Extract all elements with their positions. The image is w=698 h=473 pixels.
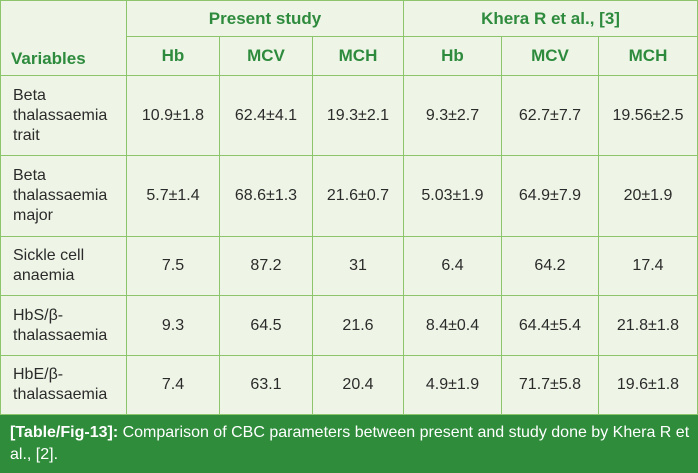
subheader-mch: MCH	[598, 36, 698, 76]
row-label-line: major	[13, 207, 54, 224]
subheader-hb: Hb	[403, 36, 502, 76]
table-row: HbE/β- thalassaemia 7.4 63.1 20.4 4.9±1.…	[0, 355, 698, 415]
table-row: HbS/β- thalassaemia 9.3 64.5 21.6 8.4±0.…	[0, 295, 698, 356]
cell-hb: 5.03±1.9	[403, 155, 502, 237]
row-label: Beta thalassaemia major	[0, 155, 127, 237]
row-label-line: thalassaemia	[13, 106, 108, 124]
group-header-present-study: Present study	[126, 0, 404, 37]
cell-mcv: 71.7±5.8	[501, 355, 599, 415]
row-label-line: trait	[13, 126, 40, 144]
cell-mcv: 68.6±1.3	[219, 155, 313, 237]
cell-mch: 19.3±2.1	[312, 75, 404, 156]
cell-mch: 31	[312, 236, 404, 296]
cell-mcv: 62.4±4.1	[219, 75, 313, 156]
cell-hb: 7.4	[126, 355, 220, 415]
caption-tag: [Table/Fig-13]:	[10, 424, 119, 441]
cell-mch: 20.4	[312, 355, 404, 415]
cell-mch: 19.56±2.5	[598, 75, 698, 156]
cell-hb: 5.7±1.4	[126, 155, 220, 237]
subheader-mch: MCH	[312, 36, 404, 76]
group-header-row: Variables Present study Khera R et al., …	[0, 0, 698, 76]
table-caption: [Table/Fig-13]: Comparison of CBC parame…	[0, 415, 698, 473]
cell-mch: 19.6±1.8	[598, 355, 698, 415]
cbc-comparison-table: Variables Present study Khera R et al., …	[0, 0, 698, 415]
cell-hb: 6.4	[403, 236, 502, 296]
variables-header: Variables	[0, 0, 127, 76]
table-row: Sickle cell anaemia 7.5 87.2 31 6.4 64.2…	[0, 236, 698, 296]
cell-mcv: 63.1	[219, 355, 313, 415]
subheader-hb: Hb	[126, 36, 220, 76]
cell-hb: 7.5	[126, 236, 220, 296]
row-label-line: HbS/β-	[13, 306, 64, 324]
row-label-line: anaemia	[13, 267, 75, 284]
cell-hb: 9.3	[126, 295, 220, 356]
row-label: HbE/β- thalassaemia	[0, 355, 127, 415]
subheader-mcv: MCV	[219, 36, 313, 76]
cell-hb: 10.9±1.8	[126, 75, 220, 156]
cell-hb: 8.4±0.4	[403, 295, 502, 356]
cell-mcv: 64.9±7.9	[501, 155, 599, 237]
row-label-line: HbE/β-	[13, 366, 64, 383]
cell-mch: 20±1.9	[598, 155, 698, 237]
table-row: Beta thalassaemia trait 10.9±1.8 62.4±4.…	[0, 75, 698, 156]
cell-mch: 21.6	[312, 295, 404, 356]
cell-mcv: 64.4±5.4	[501, 295, 599, 356]
caption-text: Comparison of CBC parameters between pre…	[10, 424, 690, 463]
subheader-mcv: MCV	[501, 36, 599, 76]
cell-mcv: 64.5	[219, 295, 313, 356]
sub-header-row: Hb MCV MCH Hb MCV MCH	[1, 36, 698, 76]
table-row: Beta thalassaemia major 5.7±1.4 68.6±1.3…	[0, 155, 698, 237]
row-label-line: Sickle cell	[13, 247, 85, 264]
cell-mch: 17.4	[598, 236, 698, 296]
row-label-line: Beta	[13, 86, 46, 104]
cell-mch: 21.8±1.8	[598, 295, 698, 356]
row-label-line: Beta	[13, 167, 46, 184]
cell-mcv: 64.2	[501, 236, 599, 296]
row-label-line: thalassaemia	[13, 187, 108, 204]
cell-mcv: 62.7±7.7	[501, 75, 599, 156]
cell-hb: 4.9±1.9	[403, 355, 502, 415]
cell-mch: 21.6±0.7	[312, 155, 404, 237]
cell-hb: 9.3±2.7	[403, 75, 502, 156]
row-label: HbS/β- thalassaemia	[0, 295, 127, 356]
row-label: Beta thalassaemia trait	[0, 75, 127, 156]
row-label: Sickle cell anaemia	[0, 236, 127, 296]
cell-mcv: 87.2	[219, 236, 313, 296]
row-label-line: thalassaemia	[13, 386, 108, 403]
row-label-line: thalassaemia	[13, 326, 108, 344]
group-header-khera: Khera R et al., [3]	[403, 0, 698, 37]
